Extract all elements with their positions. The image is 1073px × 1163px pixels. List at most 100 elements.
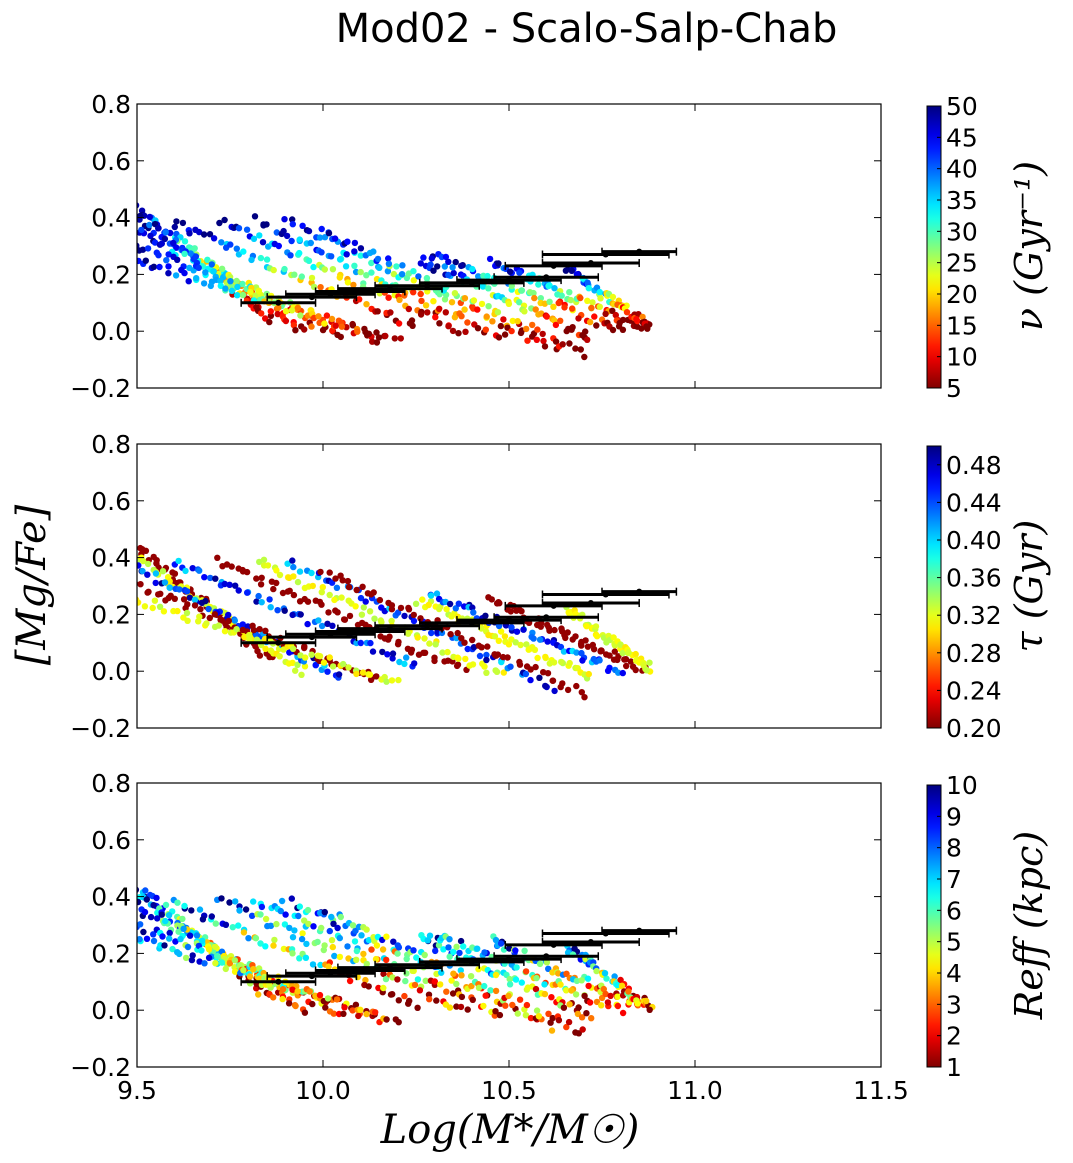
scatter-point xyxy=(214,953,221,960)
scatter-point xyxy=(281,265,288,273)
scatter-point xyxy=(357,268,364,276)
scatter-point xyxy=(197,606,204,613)
scatter-point xyxy=(328,937,336,944)
scatter-point xyxy=(195,264,202,271)
scatter-point xyxy=(638,325,645,332)
scatter-point xyxy=(534,326,541,333)
scatter-point xyxy=(384,651,391,658)
scatter-point xyxy=(346,612,354,620)
scatter-point xyxy=(614,981,621,989)
scatter-point xyxy=(225,611,232,619)
scatter-point xyxy=(290,322,298,329)
scatter-point xyxy=(455,600,462,607)
scatter-point xyxy=(481,949,488,956)
scatter-point xyxy=(351,262,358,269)
scatter-point xyxy=(240,967,247,974)
scatter-point xyxy=(333,996,341,1003)
scatter-point xyxy=(353,947,361,955)
scatter-point xyxy=(296,955,303,962)
scatter-point xyxy=(186,230,193,237)
scatter-point xyxy=(542,653,549,661)
scatter-point xyxy=(533,336,540,343)
scatter-point xyxy=(555,970,562,977)
scatter-point xyxy=(297,611,304,618)
scatter-point xyxy=(513,628,521,635)
scatter-point xyxy=(321,266,328,273)
y-tick-label: 0.8 xyxy=(91,430,131,459)
scatter-point xyxy=(188,907,195,914)
scatter-point xyxy=(592,623,600,630)
x-tick-label: 11.5 xyxy=(853,1076,909,1105)
scatter-point xyxy=(158,911,165,918)
colorbar-tick-label: 7 xyxy=(946,865,962,894)
scatter-point xyxy=(212,920,219,927)
scatter-point xyxy=(427,592,435,599)
scatter-point xyxy=(545,965,552,972)
scatter-point xyxy=(548,994,555,1001)
scatter-point xyxy=(172,272,180,279)
scatter-point xyxy=(206,231,214,238)
scatter-point xyxy=(482,612,489,619)
scatter-point xyxy=(188,956,196,964)
scatter-point xyxy=(292,667,299,674)
scatter-point xyxy=(568,987,575,994)
scatter-point xyxy=(527,1014,535,1022)
scatter-point xyxy=(421,951,428,959)
scatter-point xyxy=(212,575,219,582)
scatter-point xyxy=(417,615,424,622)
colorbar-tick-label: 6 xyxy=(946,896,962,925)
scatter-point xyxy=(451,290,459,297)
scatter-point xyxy=(247,288,254,296)
observation-marker xyxy=(587,260,594,267)
scatter-point xyxy=(582,637,589,644)
scatter-point xyxy=(632,666,639,674)
scatter-point xyxy=(470,609,477,616)
scatter-point xyxy=(321,234,329,241)
scatter-point xyxy=(258,310,265,317)
scatter-point xyxy=(506,981,514,988)
scatter-point xyxy=(551,285,558,292)
scatter-point xyxy=(363,960,370,968)
scatter-point xyxy=(517,641,524,649)
scatter-point xyxy=(189,565,196,572)
scatter-point xyxy=(508,624,515,631)
scatter-point xyxy=(250,898,257,905)
scatter-point xyxy=(475,966,482,973)
scatter-point xyxy=(152,570,160,577)
scatter-point xyxy=(318,249,325,256)
scatter-point xyxy=(438,969,445,976)
scatter-point xyxy=(304,906,312,914)
scatter-point xyxy=(240,929,248,936)
scatter-point xyxy=(484,643,491,650)
scatter-point xyxy=(362,598,369,605)
scatter-point xyxy=(231,968,239,975)
scatter-point xyxy=(534,654,541,662)
scatter-point xyxy=(489,318,496,325)
observation-point xyxy=(374,960,480,969)
scatter-point xyxy=(349,320,356,328)
scatter-point xyxy=(144,571,151,578)
scatter-point xyxy=(291,271,298,278)
scatter-point xyxy=(328,253,335,260)
scatter-point xyxy=(448,977,455,984)
colorbar-tick-label: 0.28 xyxy=(946,639,1002,668)
scatter-point xyxy=(281,607,288,614)
y-axis-label: [Mg/Fe] xyxy=(9,504,55,665)
scatter-point xyxy=(546,627,553,634)
colorbar-label: τ (Gyr) xyxy=(1007,520,1051,653)
scatter-point xyxy=(434,263,441,270)
scatter-point xyxy=(572,345,579,352)
scatter-point xyxy=(366,608,374,615)
scatter-point xyxy=(287,252,294,259)
scatter-point xyxy=(137,921,144,928)
scatter-point xyxy=(615,669,622,676)
observation-point xyxy=(493,613,600,622)
scatter-point xyxy=(267,312,275,319)
scatter-point xyxy=(401,660,408,668)
scatter-point xyxy=(617,641,624,648)
scatter-point xyxy=(165,263,172,270)
scatter-point xyxy=(275,304,282,311)
scatter-point xyxy=(332,575,339,582)
y-tick-label: 0.2 xyxy=(91,600,131,629)
scatter-point xyxy=(619,1009,627,1017)
